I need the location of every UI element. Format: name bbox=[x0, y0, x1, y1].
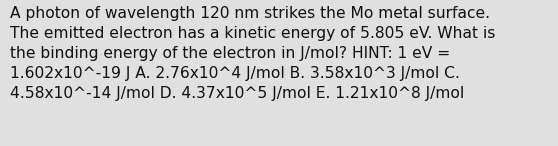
Text: A photon of wavelength 120 nm strikes the Mo metal surface.
The emitted electron: A photon of wavelength 120 nm strikes th… bbox=[10, 6, 496, 101]
